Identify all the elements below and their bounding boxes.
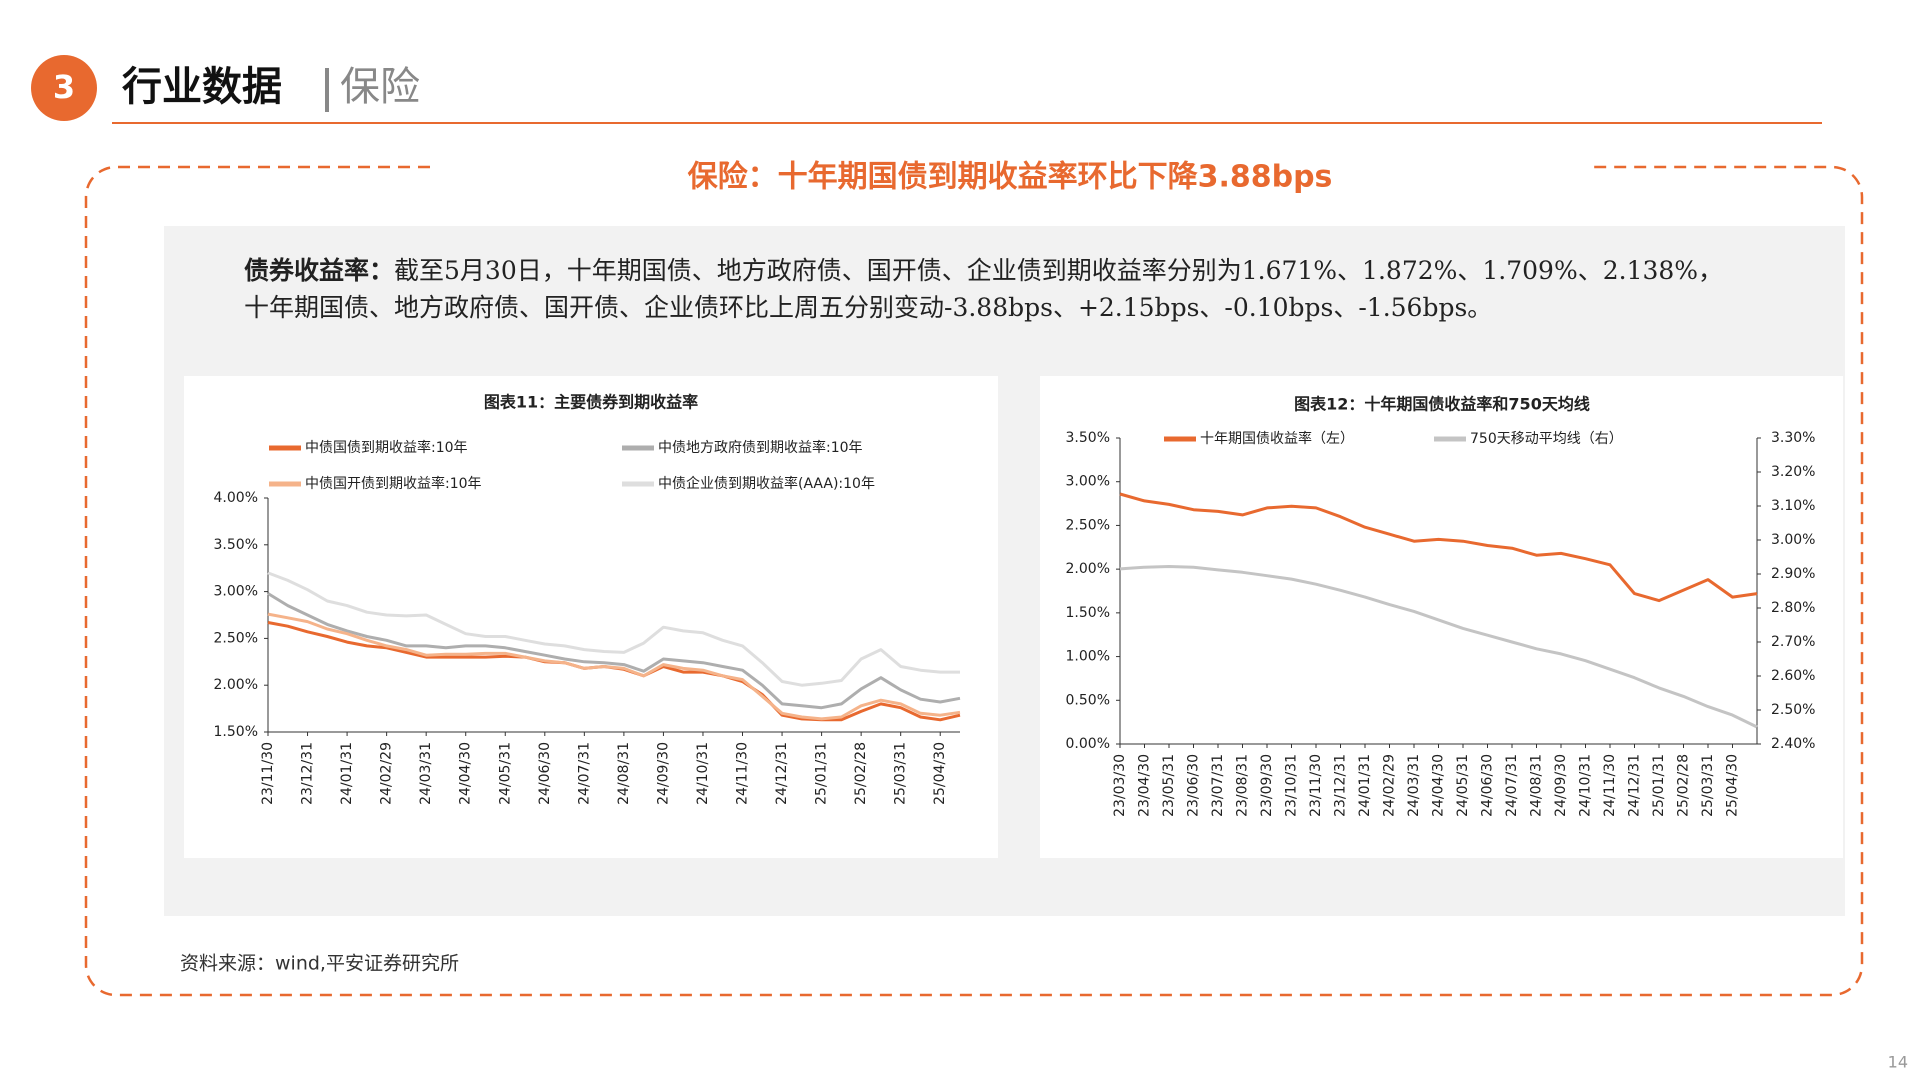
legend-label: 十年期国债收益率（左） — [1200, 430, 1354, 447]
chart-box — [184, 376, 998, 858]
y-tick-label: 1.00% — [1066, 649, 1110, 665]
x-tick-label: 24/10/31 — [695, 742, 711, 805]
header-title: 行业数据 — [122, 64, 282, 110]
chart-box — [1040, 376, 1843, 858]
x-tick-label: 24/11/30 — [735, 742, 751, 805]
x-tick-label: 24/05/31 — [497, 742, 513, 805]
x-tick-label: 24/07/31 — [1504, 754, 1520, 817]
chart-title: 图表11：主要债券到期收益率 — [484, 393, 698, 412]
x-tick-label: 24/04/30 — [1431, 754, 1447, 817]
x-tick-label: 23/09/30 — [1259, 754, 1275, 817]
header-divider — [325, 68, 329, 112]
x-tick-label: 25/03/31 — [893, 742, 909, 805]
chart-title: 图表12：十年期国债收益率和750天均线 — [1294, 395, 1590, 414]
y2-tick-label: 2.40% — [1771, 736, 1815, 752]
paragraph: 债券收益率：截至5月30日，十年期国债、地方政府债、国开债、企业债到期收益率分别… — [244, 252, 1723, 326]
y2-tick-label: 3.20% — [1771, 464, 1815, 480]
paragraph-label: 债券收益率： — [244, 256, 395, 285]
x-tick-label: 23/10/31 — [1284, 754, 1300, 817]
x-tick-label: 23/05/31 — [1161, 754, 1177, 817]
x-tick-label: 23/07/31 — [1210, 754, 1226, 817]
x-tick-label: 25/01/31 — [1651, 754, 1667, 817]
x-tick-label: 24/01/31 — [1357, 754, 1373, 817]
y-tick-label: 3.00% — [1066, 474, 1110, 490]
x-tick-label: 23/12/31 — [300, 742, 316, 805]
y2-tick-label: 3.10% — [1771, 498, 1815, 514]
legend-label: 中债国开债到期收益率:10年 — [305, 475, 482, 492]
x-tick-label: 24/05/31 — [1455, 754, 1471, 817]
x-tick-label: 24/07/31 — [576, 742, 592, 805]
x-tick-label: 23/03/30 — [1112, 754, 1128, 817]
paragraph-line: 债券收益率：截至5月30日，十年期国债、地方政府债、国开债、企业债到期收益率分别… — [244, 252, 1723, 289]
x-tick-label: 24/08/31 — [616, 742, 632, 805]
series-line — [1119, 492, 1758, 603]
x-tick-label: 25/01/31 — [814, 742, 830, 805]
header-subtitle: 保险 — [340, 64, 420, 110]
x-tick-label: 24/03/31 — [418, 742, 434, 805]
legend-label: 中债国债到期收益率:10年 — [305, 439, 468, 456]
x-tick-label: 24/03/31 — [1406, 754, 1422, 817]
y2-tick-label: 2.70% — [1771, 634, 1815, 650]
x-tick-label: 24/02/29 — [1382, 754, 1398, 817]
y-tick-label: 0.00% — [1066, 736, 1110, 752]
x-tick-label: 25/04/30 — [932, 742, 948, 805]
x-tick-label: 23/06/30 — [1186, 754, 1202, 817]
y2-tick-label: 3.30% — [1771, 430, 1815, 446]
panel-title: 保险：十年期国债到期收益率环比下降3.88bps — [688, 160, 1333, 195]
y-tick-label: 2.50% — [214, 630, 258, 646]
legend-label: 中债企业债到期收益率(AAA):10年 — [658, 475, 875, 492]
x-tick-label: 24/09/30 — [655, 742, 671, 805]
x-tick-label: 24/04/30 — [458, 742, 474, 805]
x-tick-label: 25/03/31 — [1700, 754, 1716, 817]
x-tick-label: 24/06/30 — [1480, 754, 1496, 817]
y2-tick-label: 2.80% — [1771, 600, 1815, 616]
y2-tick-label: 2.50% — [1771, 702, 1815, 718]
legend-label: 中债地方政府债到期收益率:10年 — [658, 439, 863, 456]
y2-tick-label: 3.00% — [1771, 532, 1815, 548]
x-tick-label: 25/02/28 — [853, 742, 869, 805]
series-line — [1119, 565, 1758, 729]
x-tick-label: 24/08/31 — [1529, 754, 1545, 817]
x-tick-label: 24/01/31 — [339, 742, 355, 805]
x-tick-label: 23/11/30 — [1308, 754, 1324, 817]
paragraph-line: 十年期国债、地方政府债、国开债、企业债环比上周五分别变动-3.88bps、+2.… — [244, 293, 1493, 322]
x-tick-label: 24/10/31 — [1578, 754, 1594, 817]
series-line — [267, 592, 961, 710]
y-tick-label: 1.50% — [214, 724, 258, 740]
page-number: 14 — [1888, 1053, 1908, 1072]
x-tick-label: 24/09/30 — [1553, 754, 1569, 817]
y-tick-label: 2.00% — [214, 677, 258, 693]
source-note: 资料来源：wind,平安证券研究所 — [180, 953, 459, 975]
x-tick-label: 23/11/30 — [260, 742, 276, 805]
y2-tick-label: 2.90% — [1771, 566, 1815, 582]
x-tick-label: 25/04/30 — [1725, 754, 1741, 817]
x-tick-label: 23/04/30 — [1137, 754, 1153, 817]
y-tick-label: 3.50% — [214, 537, 258, 553]
y-tick-label: 3.50% — [1066, 430, 1110, 446]
paragraph-text: 截至5月30日，十年期国债、地方政府债、国开债、企业债到期收益率分别为1.671… — [394, 256, 1724, 285]
legend-label: 750天移动平均线（右） — [1470, 431, 1623, 447]
y-tick-label: 2.00% — [1066, 561, 1110, 577]
x-tick-label: 24/11/30 — [1602, 754, 1618, 817]
section-number: 3 — [53, 68, 75, 106]
x-tick-label: 24/12/31 — [1627, 754, 1643, 817]
y-tick-label: 4.00% — [214, 490, 258, 506]
y-tick-label: 0.50% — [1066, 692, 1110, 708]
x-tick-label: 23/12/31 — [1333, 754, 1349, 817]
section-badge — [31, 55, 97, 121]
y-tick-label: 1.50% — [1066, 605, 1110, 621]
y-tick-label: 3.00% — [214, 584, 258, 600]
x-tick-label: 25/02/28 — [1676, 754, 1692, 817]
series-line — [267, 612, 961, 721]
x-tick-label: 23/08/31 — [1235, 754, 1251, 817]
x-tick-label: 24/12/31 — [774, 742, 790, 805]
y2-tick-label: 2.60% — [1771, 668, 1815, 684]
x-tick-label: 24/02/29 — [379, 742, 395, 805]
y-tick-label: 2.50% — [1066, 517, 1110, 533]
series-line — [267, 571, 960, 687]
x-tick-label: 24/06/30 — [537, 742, 553, 805]
dashed-frame — [84, 165, 1864, 997]
